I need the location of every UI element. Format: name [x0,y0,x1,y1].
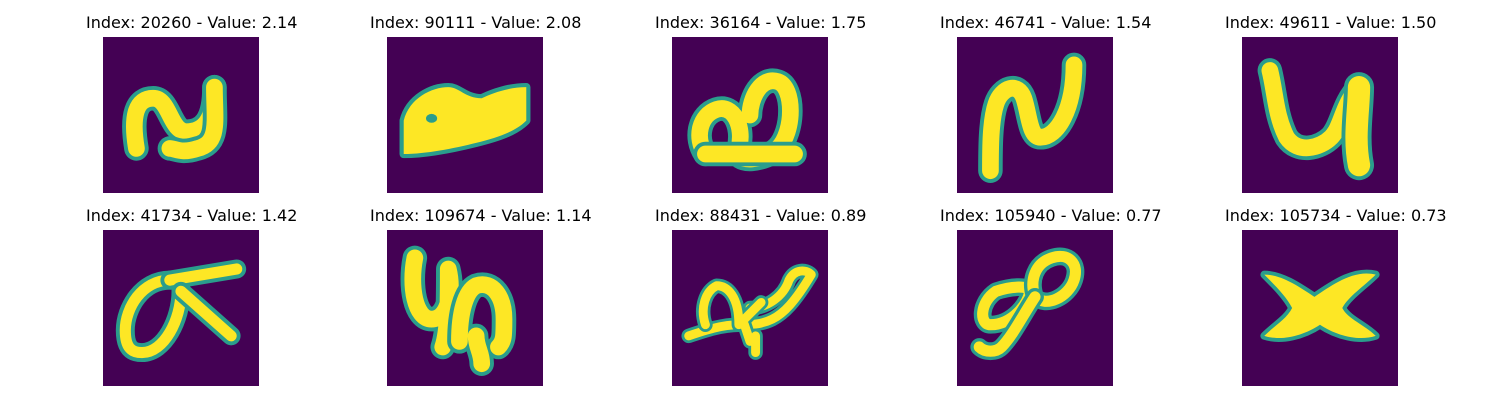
panel-title: Index: 36164 - Value: 1.75 [655,13,867,32]
image-panel: Index: 88431 - Value: 0.89 [655,206,867,386]
panel-title: Index: 109674 - Value: 1.14 [370,206,592,225]
digit-image [672,230,828,386]
panel-title: Index: 105940 - Value: 0.77 [940,206,1162,225]
digit-image [672,37,828,193]
digit-image [1242,230,1398,386]
image-panel: Index: 49611 - Value: 1.50 [1225,13,1437,193]
image-panel: Index: 105940 - Value: 0.77 [940,206,1162,386]
digit-image [957,37,1113,193]
panel-title: Index: 88431 - Value: 0.89 [655,206,867,225]
digit-image [957,230,1113,386]
image-panel: Index: 41734 - Value: 1.42 [86,206,298,386]
image-panel: Index: 105734 - Value: 0.73 [1225,206,1447,386]
panel-title: Index: 20260 - Value: 2.14 [86,13,298,32]
image-panel: Index: 20260 - Value: 2.14 [86,13,298,193]
image-panel: Index: 36164 - Value: 1.75 [655,13,867,193]
digit-image [387,37,543,193]
image-panel: Index: 46741 - Value: 1.54 [940,13,1152,193]
digit-image [103,37,259,193]
panel-title: Index: 49611 - Value: 1.50 [1225,13,1437,32]
digit-image [1242,37,1398,193]
panel-title: Index: 90111 - Value: 2.08 [370,13,582,32]
digit-image [387,230,543,386]
image-panel: Index: 109674 - Value: 1.14 [370,206,592,386]
panel-title: Index: 46741 - Value: 1.54 [940,13,1152,32]
panel-title: Index: 105734 - Value: 0.73 [1225,206,1447,225]
image-panel: Index: 90111 - Value: 2.08 [370,13,582,193]
digit-image [103,230,259,386]
panel-title: Index: 41734 - Value: 1.42 [86,206,298,225]
